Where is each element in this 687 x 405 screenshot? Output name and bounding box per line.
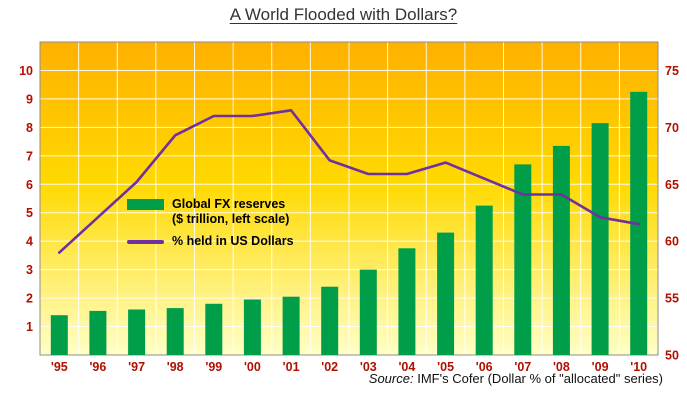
right-axis-tick: 60 — [665, 235, 679, 249]
x-axis-tick: '09 — [592, 360, 609, 374]
fx-reserves-bar — [398, 248, 416, 355]
x-axis-tick: '08 — [553, 360, 570, 374]
chart-title: A World Flooded with Dollars? — [229, 5, 458, 24]
left-axis-tick: 10 — [19, 64, 33, 78]
x-axis-tick: '04 — [398, 360, 415, 374]
fx-reserves-swatch — [127, 199, 164, 210]
left-axis-tick: 7 — [26, 149, 33, 163]
fx-reserves-label-line1: Global FX reserves — [172, 197, 286, 211]
left-axis-tick: 6 — [26, 178, 33, 192]
left-axis-tick: 5 — [26, 206, 33, 220]
source-note: Source: IMF's Cofer (Dollar % of "alloca… — [369, 371, 663, 386]
x-axis-tick: '05 — [437, 360, 454, 374]
right-axis-tick: 75 — [665, 64, 679, 78]
fx-reserves-bar — [514, 164, 532, 355]
x-axis-tick: '99 — [205, 360, 222, 374]
fx-reserves-bar — [89, 310, 107, 355]
fx-reserves-bar — [359, 269, 377, 355]
x-axis-tick: '02 — [321, 360, 338, 374]
source-label: Source: — [368, 371, 414, 386]
fx-reserves-bar — [591, 123, 609, 355]
fx-reserves-bar — [128, 309, 146, 355]
x-axis-tick: '00 — [244, 360, 261, 374]
fx-reserves-bar — [437, 232, 455, 355]
fx-reserves-label: Global FX reserves ($ trillion, left sca… — [172, 197, 289, 227]
x-axis-tick: '03 — [360, 360, 377, 374]
x-axis-tick: '97 — [128, 360, 145, 374]
usd-line-swatch — [127, 239, 164, 244]
right-axis-tick: 70 — [665, 121, 679, 135]
left-axis-tick: 3 — [26, 263, 33, 277]
x-axis-tick: '01 — [283, 360, 300, 374]
left-axis-tick: 2 — [26, 292, 33, 306]
legend-row-fx-reserves: Global FX reserves ($ trillion, left sca… — [127, 197, 294, 227]
x-axis-tick: '06 — [476, 360, 493, 374]
fx-reserves-bar — [243, 299, 261, 355]
fx-reserves-label-line2: ($ trillion, left scale) — [172, 212, 290, 226]
left-axis-tick: 4 — [26, 235, 33, 249]
x-axis-tick: '10 — [630, 360, 647, 374]
fx-reserves-bar — [475, 205, 493, 355]
x-axis-tick: '98 — [167, 360, 184, 374]
legend: Global FX reserves ($ trillion, left sca… — [127, 197, 294, 249]
left-axis-tick: 9 — [26, 92, 33, 106]
usd-share-line — [57, 109, 641, 254]
fx-reserves-bar — [166, 308, 184, 355]
fx-reserves-bar — [205, 303, 223, 355]
fx-reserves-bar — [321, 286, 339, 355]
right-axis-tick: 50 — [665, 349, 679, 363]
left-axis-tick: 1 — [26, 320, 33, 334]
right-axis-tick: 65 — [665, 178, 679, 192]
left-axis-tick: 8 — [26, 121, 33, 135]
x-axis-tick: '07 — [514, 360, 531, 374]
fx-reserves-bar — [50, 315, 68, 355]
x-axis-tick: '95 — [51, 360, 68, 374]
legend-row-usd-share: % held in US Dollars — [127, 234, 294, 249]
right-axis-tick: 55 — [665, 292, 679, 306]
fx-reserves-bar — [282, 296, 300, 355]
source-text: IMF's Cofer (Dollar % of "allocated" ser… — [417, 371, 663, 386]
x-axis-tick: '96 — [89, 360, 106, 374]
usd-share-label: % held in US Dollars — [172, 234, 294, 248]
fx-reserves-bar — [552, 145, 570, 355]
